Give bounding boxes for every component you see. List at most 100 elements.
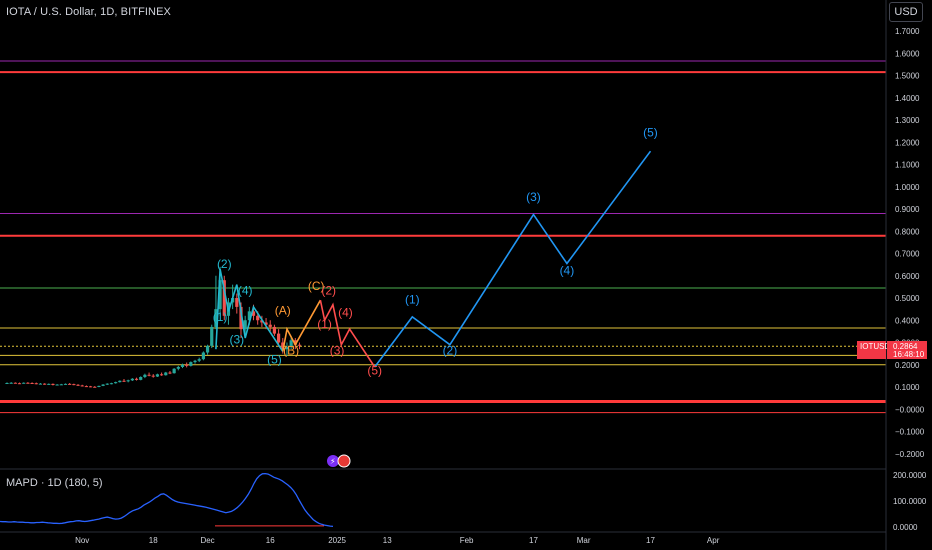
price-tick-label: −0.2000 bbox=[895, 450, 925, 459]
candle-body-37 bbox=[160, 374, 164, 376]
price-tick-label: 1.7000 bbox=[895, 27, 920, 36]
candle-body-51 bbox=[218, 280, 222, 310]
candle-body-16 bbox=[72, 384, 76, 386]
wave-path-0[interactable] bbox=[215, 268, 284, 352]
event-flag[interactable]: ⚡ bbox=[327, 454, 351, 468]
wave-label-7: (C) bbox=[308, 279, 325, 293]
candle-body-41 bbox=[176, 366, 180, 369]
candle-body-15 bbox=[68, 383, 72, 385]
time-tick-label: Dec bbox=[200, 536, 214, 545]
candle-body-48 bbox=[205, 345, 210, 353]
candle-body-46 bbox=[197, 359, 201, 361]
candle-body-64 bbox=[272, 326, 277, 334]
price-tick-label: −0.0000 bbox=[895, 405, 925, 414]
candle-body-6 bbox=[30, 382, 34, 384]
wave-label-13: (1) bbox=[405, 292, 420, 306]
wave-label-4: (5) bbox=[267, 352, 282, 366]
time-tick-label: 17 bbox=[529, 536, 538, 545]
candle-body-17 bbox=[76, 384, 80, 386]
candle-body-21 bbox=[93, 386, 97, 388]
elliott-wave-paths bbox=[215, 150, 652, 368]
wave-label-12: (5) bbox=[367, 364, 382, 378]
indicator-tick-label: 100.0000 bbox=[893, 497, 927, 506]
wave-label-17: (5) bbox=[643, 126, 658, 140]
candle-body-13 bbox=[59, 384, 63, 386]
candle-body-63 bbox=[268, 324, 272, 327]
candle-body-39 bbox=[168, 372, 172, 374]
indicator-legend[interactable]: MAPD · 1D (180, 5) bbox=[6, 477, 103, 489]
wave-label-9: (1) bbox=[317, 317, 332, 331]
candle-body-1 bbox=[9, 382, 13, 384]
wave-label-5: (A) bbox=[275, 304, 291, 318]
candle-body-42 bbox=[180, 364, 185, 367]
price-tick-label: 1.2000 bbox=[895, 138, 920, 147]
candle-body-8 bbox=[38, 383, 43, 385]
candle-body-29 bbox=[126, 380, 130, 382]
time-tick-label: 18 bbox=[149, 536, 158, 545]
price-tick-label: 0.1000 bbox=[895, 383, 920, 392]
price-tick-label: 1.6000 bbox=[895, 49, 920, 58]
price-tick-label: 1.5000 bbox=[895, 72, 920, 81]
mapd-indicator-pane bbox=[0, 472, 334, 528]
candle-body-45 bbox=[193, 360, 197, 363]
wave-label-1: (1) bbox=[213, 310, 228, 324]
candle-body-32 bbox=[139, 376, 143, 380]
indicator-tick-label: 200.0000 bbox=[893, 471, 927, 480]
price-tick-label: 1.0000 bbox=[895, 183, 920, 192]
us-flag-icon[interactable] bbox=[337, 454, 351, 468]
wave-path-3[interactable] bbox=[374, 150, 652, 368]
candle-body-26 bbox=[114, 382, 118, 384]
price-tick-label: 0.4000 bbox=[895, 316, 920, 325]
candle-body-52 bbox=[222, 280, 226, 316]
candle-body-65 bbox=[276, 333, 281, 343]
candle-body-10 bbox=[47, 383, 51, 385]
candle-body-40 bbox=[172, 368, 176, 374]
price-tick-label: 1.4000 bbox=[895, 94, 920, 103]
indicator-tick-label: 0.0000 bbox=[893, 523, 918, 532]
currency-button[interactable]: USD bbox=[889, 2, 923, 22]
candle-body-67 bbox=[285, 346, 289, 350]
candle-body-47 bbox=[201, 352, 205, 360]
candle-body-69 bbox=[293, 340, 297, 345]
candle-body-68 bbox=[289, 340, 293, 347]
candle-body-3 bbox=[17, 383, 22, 385]
wave-path-1[interactable] bbox=[282, 299, 322, 352]
candle-body-43 bbox=[185, 364, 189, 366]
candle-body-7 bbox=[34, 383, 38, 385]
candle-body-11 bbox=[51, 383, 55, 385]
candle-body-62 bbox=[264, 322, 268, 325]
candle-body-50 bbox=[214, 309, 218, 327]
wave-label-8: (2) bbox=[321, 283, 336, 297]
wave-label-0: (2) bbox=[217, 257, 232, 271]
lightning-icon[interactable] bbox=[327, 455, 339, 467]
candlesticks bbox=[5, 266, 302, 388]
price-tag-price: 0.2864 bbox=[893, 342, 918, 351]
price-tag-symbol: IOTUSD bbox=[860, 342, 890, 351]
lightning-glyph: ⚡ bbox=[330, 457, 336, 466]
wave-label-2: (4) bbox=[238, 283, 253, 297]
candle-body-24 bbox=[105, 383, 109, 385]
candle-body-5 bbox=[26, 382, 30, 384]
candle-body-38 bbox=[164, 372, 168, 376]
wave-label-3: (3) bbox=[229, 332, 244, 346]
candle-body-49 bbox=[210, 326, 214, 346]
candle-body-70 bbox=[297, 344, 302, 346]
candle-body-34 bbox=[147, 374, 151, 376]
candle-body-33 bbox=[143, 374, 147, 377]
price-tick-label: 0.5000 bbox=[895, 294, 920, 303]
time-axis[interactable]: Nov 18 Dec 16 2025 13 Feb 17 Mar 17 Apr bbox=[75, 536, 720, 545]
chart-title: IOTA / U.S. Dollar, 1D, BITFINEX bbox=[6, 6, 171, 18]
candle-body-0 bbox=[5, 382, 9, 384]
price-tick-label: 1.1000 bbox=[895, 161, 920, 170]
candle-body-31 bbox=[134, 378, 139, 380]
candle-body-23 bbox=[101, 384, 105, 386]
wave-path-2[interactable] bbox=[319, 300, 376, 368]
price-tick-label: −0.1000 bbox=[895, 428, 925, 437]
candle-body-12 bbox=[55, 384, 59, 386]
price-tag-symbol-box bbox=[857, 341, 886, 359]
time-tick-label: Feb bbox=[460, 536, 474, 545]
time-tick-label: Mar bbox=[577, 536, 591, 545]
time-tick-label: 13 bbox=[383, 536, 392, 545]
time-tick-label: Nov bbox=[75, 536, 89, 545]
